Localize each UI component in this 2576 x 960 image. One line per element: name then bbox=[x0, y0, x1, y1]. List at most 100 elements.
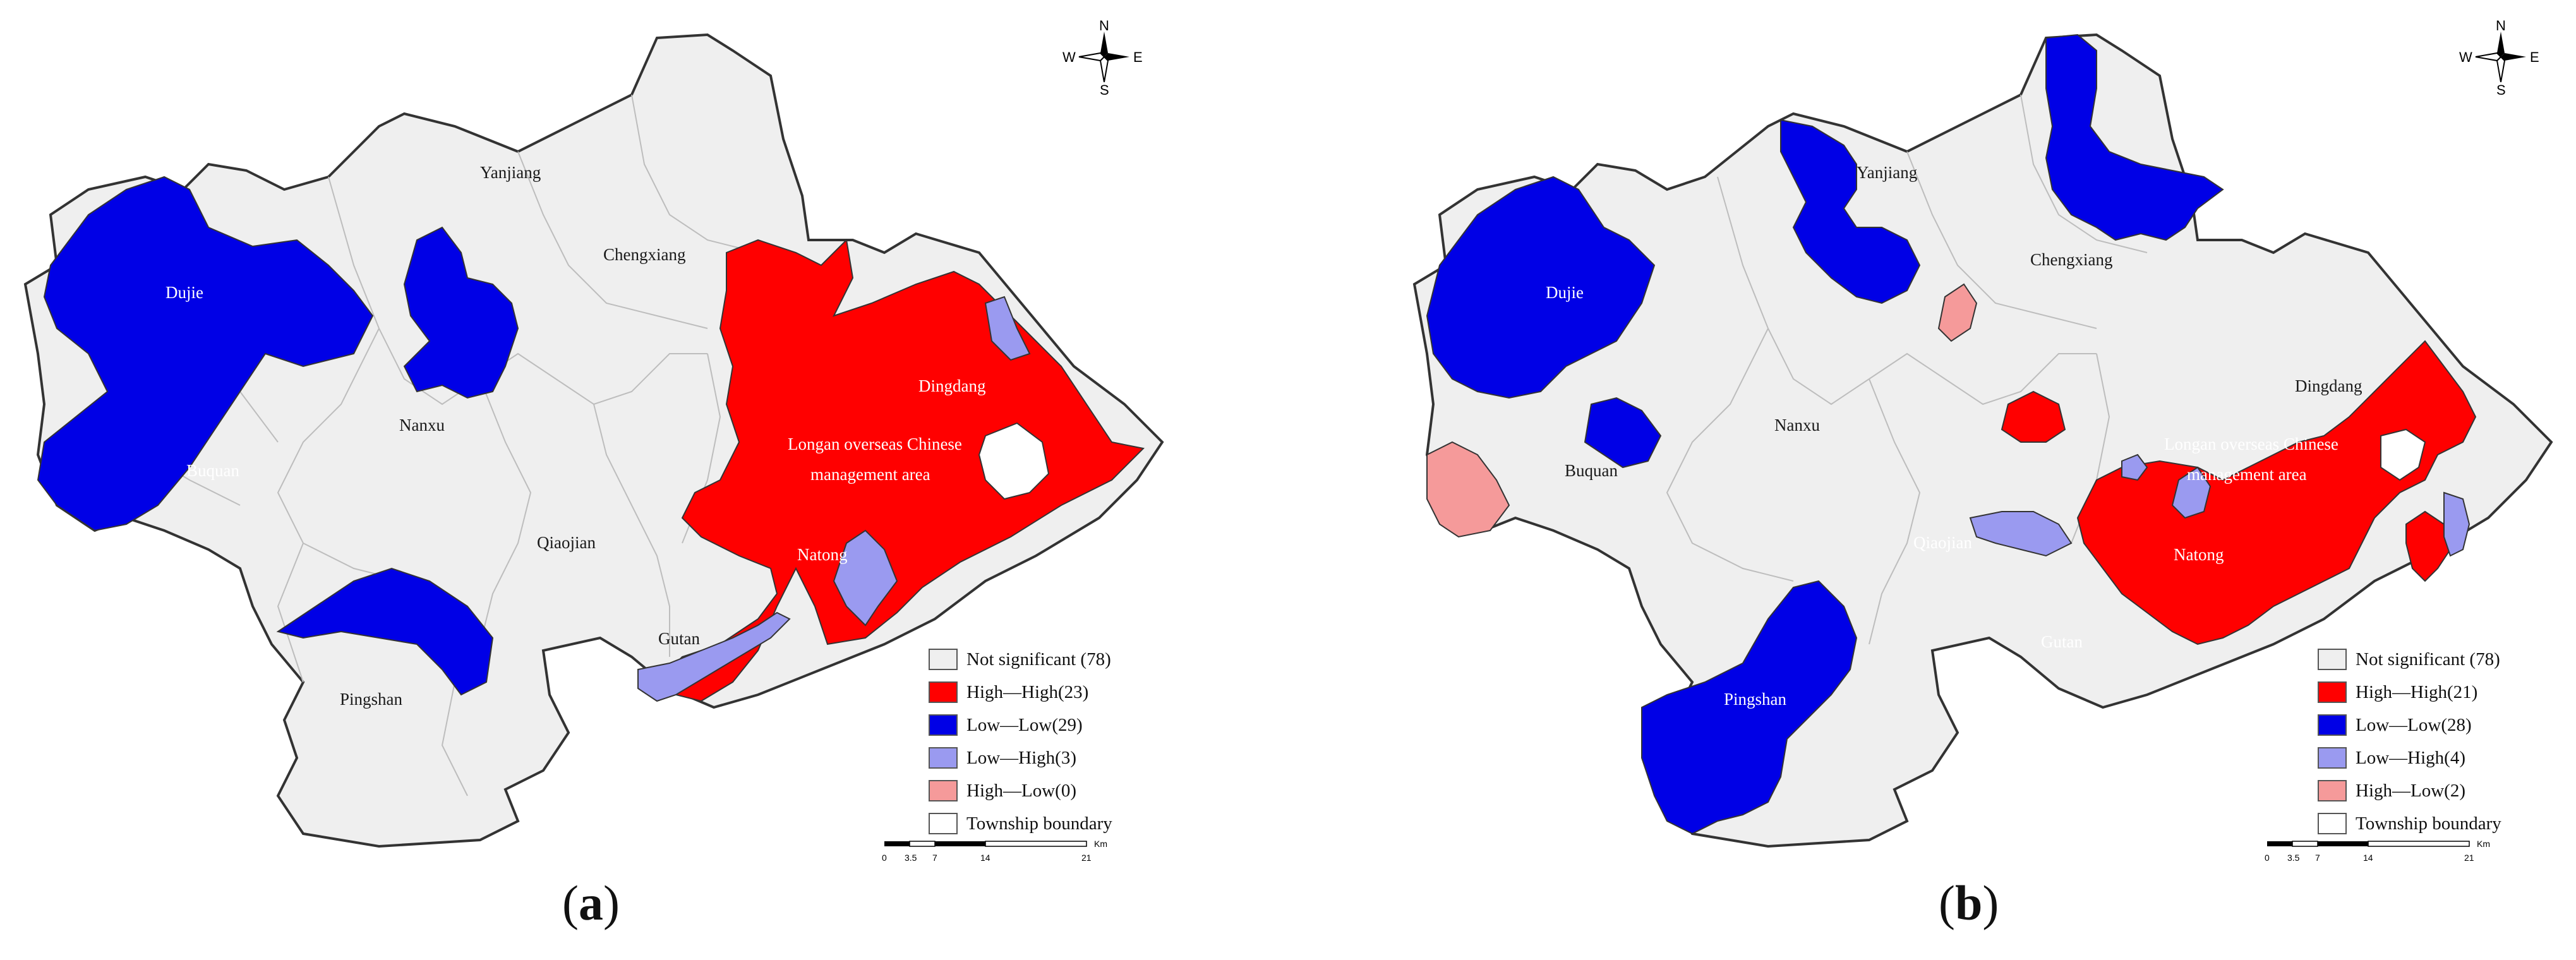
low-high-natong-a bbox=[833, 529, 898, 627]
legend-swatch bbox=[2318, 649, 2347, 670]
town-label-natong: Natong bbox=[797, 545, 847, 564]
legend-swatch bbox=[929, 714, 958, 736]
scale-tick: 14 bbox=[2363, 853, 2373, 863]
town-label-pingshan: Pingshan bbox=[340, 690, 403, 709]
legend-label: Not significant (78) bbox=[966, 649, 1111, 669]
legend-item-low-low: Low—Low(28) bbox=[2318, 709, 2576, 741]
north-arrow-compass-b: N S W E bbox=[2459, 18, 2539, 98]
town-label-pingshan: Pingshan bbox=[1724, 690, 1787, 709]
town-label-nanxu: Nanxu bbox=[399, 416, 445, 435]
scale-tick: 3.5 bbox=[2287, 853, 2300, 863]
town-label-longan-line2: management area bbox=[2187, 465, 2307, 484]
legend-swatch bbox=[929, 747, 958, 769]
high-low-north-b bbox=[1937, 283, 1978, 342]
legend-item-high-high: High—High(23) bbox=[929, 676, 1194, 709]
high-high-east-b bbox=[2405, 510, 2452, 582]
legend-swatch bbox=[929, 780, 958, 801]
town-label-dingdang: Dingdang bbox=[918, 376, 985, 395]
low-low-south-a bbox=[276, 567, 494, 696]
low-high-center-b bbox=[2171, 466, 2212, 519]
hole-not-significant-b bbox=[2380, 428, 2426, 481]
town-label-longan-line2: management area bbox=[810, 465, 930, 484]
low-low-north-a bbox=[403, 226, 519, 399]
scale-tick: 0 bbox=[882, 853, 887, 863]
legend-label: Low—High(4) bbox=[2356, 747, 2465, 768]
scale-tick: 0 bbox=[2265, 853, 2270, 863]
town-label-yanjiang: Yanjiang bbox=[1857, 163, 1917, 182]
legend-item-low-high: Low—High(3) bbox=[929, 741, 1194, 774]
low-low-dujie-a bbox=[37, 176, 374, 532]
town-label-dingdang: Dingdang bbox=[2295, 376, 2362, 395]
scale-bar-graphic bbox=[2267, 841, 2470, 847]
legend-label: Low—Low(29) bbox=[966, 714, 1083, 735]
legend-item-high-low: High—Low(0) bbox=[929, 774, 1194, 807]
scale-tick: 3.5 bbox=[905, 853, 917, 863]
lisa-cluster-map-b: Yanjiang Chengxiang Dujie Nanxu Dingdang… bbox=[1412, 33, 2553, 848]
county-base-a bbox=[23, 33, 1164, 848]
lisa-cluster-map-a: Yanjiang Chengxiang Dujie Nanxu Dingdang… bbox=[23, 33, 1164, 848]
legend-item-boundary: Township boundary bbox=[2318, 807, 2576, 840]
high-high-nanxu-b bbox=[2001, 390, 2066, 443]
low-low-yanjiang-b bbox=[1780, 119, 1921, 304]
legend-swatch bbox=[2318, 681, 2347, 703]
hole-not-significant-a bbox=[978, 422, 1050, 500]
compass-s: S bbox=[2496, 82, 2506, 98]
north-arrow-compass-a: N S W E bbox=[1062, 18, 1143, 98]
legend-item-low-low: Low—Low(29) bbox=[929, 709, 1194, 741]
low-low-buquan-b bbox=[1584, 397, 1662, 469]
town-label-buquan: Buquan bbox=[1565, 461, 1618, 480]
town-label-chengxiang: Chengxiang bbox=[2030, 250, 2112, 269]
compass-n: N bbox=[2496, 18, 2506, 33]
legend-item-low-high: Low—High(4) bbox=[2318, 741, 2576, 774]
scale-unit: Km bbox=[1094, 839, 1107, 849]
legend-label: High—High(21) bbox=[2356, 681, 2478, 702]
town-label-longan-line1: Longan overseas Chinese bbox=[788, 435, 962, 453]
legend-label: Township boundary bbox=[2356, 813, 2501, 834]
town-label-qiaojian: Qiaojian bbox=[1913, 533, 1972, 552]
compass-rose-icon bbox=[1078, 32, 1129, 83]
legend-swatch bbox=[929, 681, 958, 703]
high-high-main-b bbox=[2076, 340, 2477, 645]
legend-label: High—High(23) bbox=[966, 681, 1089, 702]
legend-swatch bbox=[929, 649, 958, 670]
compass-rose-icon bbox=[2475, 32, 2526, 83]
town-label-dujie: Dujie bbox=[1546, 283, 1584, 302]
legend-label: High—Low(2) bbox=[2356, 780, 2465, 801]
low-low-chengxiang-b bbox=[2045, 33, 2224, 241]
town-label-buquan: Buquan bbox=[186, 461, 239, 480]
legend-item-boundary: Township boundary bbox=[929, 807, 1194, 840]
legend-swatch bbox=[2318, 714, 2347, 736]
low-low-pingshan-b bbox=[1641, 580, 1858, 835]
town-label-gutan: Gutan bbox=[2041, 632, 2083, 651]
legend-swatch bbox=[929, 813, 958, 834]
low-high-east-b bbox=[2443, 491, 2471, 557]
town-label-dujie: Dujie bbox=[166, 283, 203, 302]
scale-tick: 7 bbox=[932, 853, 937, 863]
panel-label-b: (b) bbox=[1939, 875, 1999, 930]
town-label-yanjiang: Yanjiang bbox=[480, 163, 541, 182]
high-low-west-b bbox=[1426, 441, 1510, 538]
map-panel-a: Yanjiang Chengxiang Dujie Nanxu Dingdang… bbox=[23, 18, 1194, 930]
town-label-natong: Natong bbox=[2174, 545, 2224, 564]
low-high-north-b bbox=[2121, 453, 2148, 481]
legend-item-not-significant: Not significant (78) bbox=[929, 643, 1194, 676]
low-high-qiaojian-b bbox=[1969, 511, 2073, 557]
town-label-nanxu: Nanxu bbox=[1774, 416, 1820, 435]
panel-label-a: (a) bbox=[562, 875, 620, 930]
town-label-longan-line1: Longan overseas Chinese bbox=[2164, 435, 2338, 453]
low-low-dujie-b bbox=[1426, 176, 1656, 399]
compass-w: W bbox=[2459, 49, 2472, 65]
town-label-gutan: Gutan bbox=[658, 629, 700, 648]
legend-item-high-high: High—High(21) bbox=[2318, 676, 2576, 709]
compass-e: E bbox=[1133, 49, 1143, 65]
compass-n: N bbox=[1099, 18, 1109, 33]
legend-swatch bbox=[2318, 747, 2347, 769]
legend-swatch bbox=[2318, 780, 2347, 801]
compass-s: S bbox=[1100, 82, 1109, 98]
scale-tick: 21 bbox=[1081, 853, 1092, 863]
legend-label: Township boundary bbox=[966, 813, 1112, 834]
legend-label: High—Low(0) bbox=[966, 780, 1076, 801]
legend-swatch bbox=[2318, 813, 2347, 834]
legend-label: Low—High(3) bbox=[966, 747, 1076, 768]
legend-item-not-significant: Not significant (78) bbox=[2318, 643, 2576, 676]
